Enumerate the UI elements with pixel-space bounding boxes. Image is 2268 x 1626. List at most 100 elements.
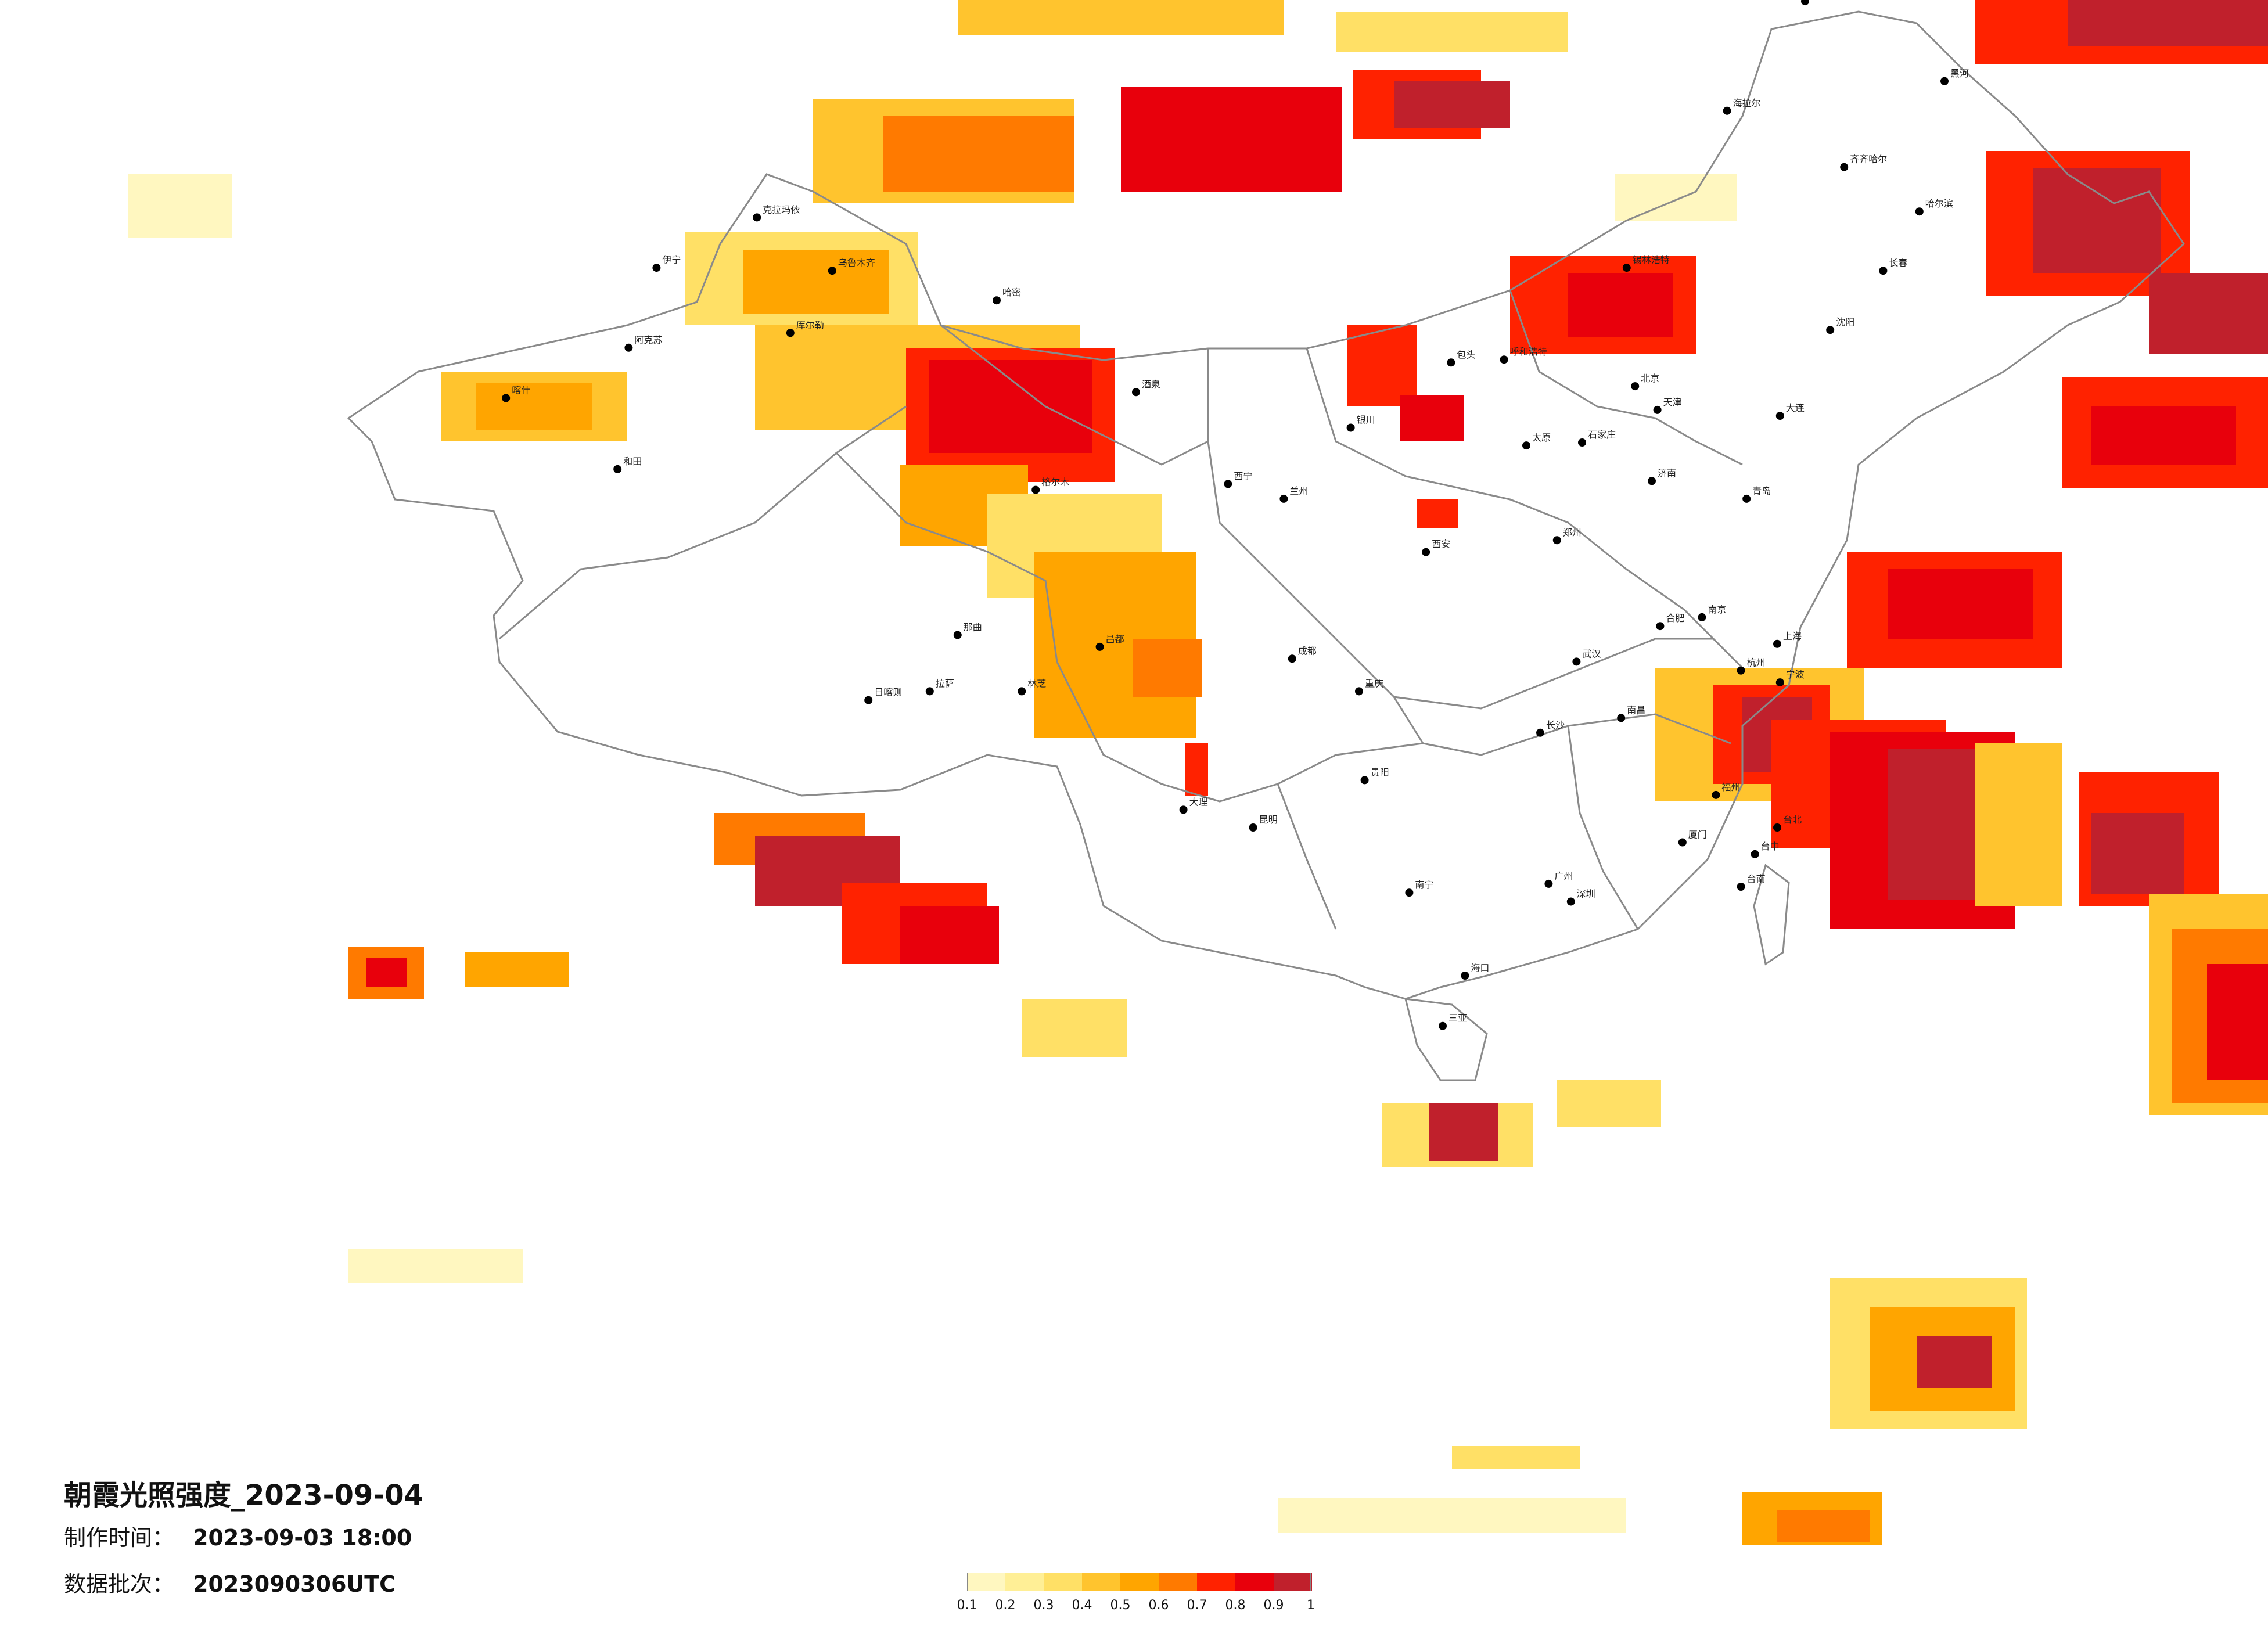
city-label: 乌鲁木齐: [838, 257, 875, 268]
city-58: 台北: [1773, 814, 1802, 832]
city-50: 广州: [1544, 870, 1573, 888]
city-26: 银川: [1346, 415, 1375, 432]
city-1: 漠河: [1801, 0, 1809, 6]
city-dot: [652, 264, 661, 272]
city-dot: [1723, 106, 1731, 115]
city-label: 上海: [1783, 631, 1802, 642]
city-label: 济南: [1658, 467, 1676, 479]
city-dot: [1801, 0, 1809, 6]
city-label: 西安: [1432, 539, 1450, 550]
city-11: 伊宁: [652, 254, 681, 272]
legend-swatch-1: [967, 1573, 1005, 1591]
city-dot: [1775, 412, 1784, 420]
city-32: 石家庄: [1578, 429, 1616, 447]
city-label: 长沙: [1546, 720, 1565, 731]
city-label: 格尔木: [1041, 477, 1069, 488]
city-label: 台中: [1761, 841, 1780, 852]
city-23: 昌都: [1095, 634, 1124, 651]
color-legend: 0.1 0.2 0.3 0.4 0.5 0.6 0.7 0.8 0.9 1: [957, 1573, 1315, 1619]
city-17: 酒泉: [1132, 379, 1160, 397]
city-label: 黑河: [1950, 68, 1969, 79]
city-60: 台南: [1737, 873, 1766, 891]
city-dot: [1826, 326, 1835, 334]
city-42: 南京: [1698, 604, 1726, 621]
legend-tick-3: 0.3: [1033, 1598, 1054, 1613]
country-boundaries: [347, 10, 2185, 1081]
city-6: 长春: [1879, 257, 1907, 275]
city-54: 昆明: [1249, 814, 1278, 832]
city-dot: [1751, 850, 1759, 858]
city-label: 伊宁: [662, 254, 681, 265]
legend-swatch-4: [1082, 1573, 1120, 1591]
city-label: 包头: [1457, 349, 1475, 360]
city-dot: [1678, 838, 1687, 847]
city-dot: [1360, 776, 1369, 785]
legend-swatch-5: [1120, 1573, 1159, 1591]
city-31: 天津: [1653, 397, 1682, 414]
city-label: 武汉: [1582, 648, 1601, 659]
legend-tick-5: 0.5: [1110, 1598, 1131, 1613]
city-dot: [1522, 441, 1530, 450]
city-dot: [1698, 613, 1706, 621]
city-label: 合肥: [1666, 613, 1684, 624]
city-label: 酒泉: [1142, 379, 1160, 390]
city-41: 合肥: [1656, 613, 1684, 631]
city-label: 和田: [623, 456, 642, 467]
city-36: 郑州: [1552, 527, 1582, 545]
city-dot: [1773, 823, 1781, 832]
city-22: 那曲: [953, 622, 982, 639]
city-51: 深圳: [1566, 888, 1595, 906]
city-dot: [828, 267, 836, 275]
city-dot: [1031, 485, 1040, 494]
city-label: 太原: [1532, 432, 1551, 443]
city-label: 昆明: [1259, 814, 1278, 825]
city-52: 南宁: [1405, 879, 1433, 897]
city-38: 成都: [1288, 645, 1317, 663]
city-34: 济南: [1648, 467, 1676, 485]
data-batch-value: 2023090306UTC: [193, 1571, 396, 1597]
city-25: 兰州: [1279, 485, 1308, 503]
city-label: 齐齐哈尔: [1850, 154, 1887, 165]
legend-tick-1: 0.1: [957, 1598, 977, 1613]
city-dot: [1622, 264, 1631, 272]
city-24: 林芝: [1018, 678, 1046, 696]
legend-tick-6: 0.6: [1148, 1598, 1169, 1613]
city-dot: [1631, 382, 1640, 391]
city-30: 北京: [1631, 373, 1659, 391]
city-3: 海拉尔: [1723, 98, 1761, 115]
city-dot: [1840, 163, 1849, 171]
legend-frame: [967, 1573, 1311, 1591]
city-55: 大理: [1179, 796, 1208, 814]
city-57: 三亚: [1439, 1013, 1467, 1030]
city-49: 厦门: [1678, 829, 1707, 847]
city-label: 广州: [1554, 870, 1573, 882]
city-15: 库尔勒: [786, 319, 824, 337]
city-dot: [786, 329, 795, 337]
city-label: 三亚: [1448, 1013, 1467, 1024]
legend-swatch-7: [1197, 1573, 1235, 1591]
city-37: 西安: [1422, 539, 1450, 556]
city-label: 福州: [1721, 782, 1740, 793]
city-dot: [1578, 438, 1586, 447]
legend-tick-7: 0.7: [1187, 1598, 1207, 1613]
city-label: 海拉尔: [1733, 98, 1761, 109]
city-label: 青岛: [1752, 485, 1771, 497]
city-label: 南昌: [1627, 704, 1645, 715]
city-label: 郑州: [1563, 527, 1582, 538]
city-label: 海口: [1471, 962, 1489, 973]
city-16: 克拉玛依: [753, 204, 800, 222]
city-48: 福州: [1712, 782, 1740, 799]
city-20: 拉萨: [925, 678, 954, 696]
city-33: 太原: [1522, 432, 1551, 450]
legend-swatch-2: [1005, 1573, 1044, 1591]
city-39: 重庆: [1355, 678, 1383, 696]
city-dot: [1439, 1021, 1447, 1030]
city-label: 沈阳: [1836, 316, 1854, 328]
city-label: 贵阳: [1371, 767, 1389, 778]
city-9: 乌鲁木齐: [828, 257, 875, 275]
city-dot: [1653, 405, 1662, 414]
city-56: 海口: [1461, 962, 1489, 980]
city-dot: [1249, 823, 1257, 832]
city-dot: [1617, 714, 1626, 722]
